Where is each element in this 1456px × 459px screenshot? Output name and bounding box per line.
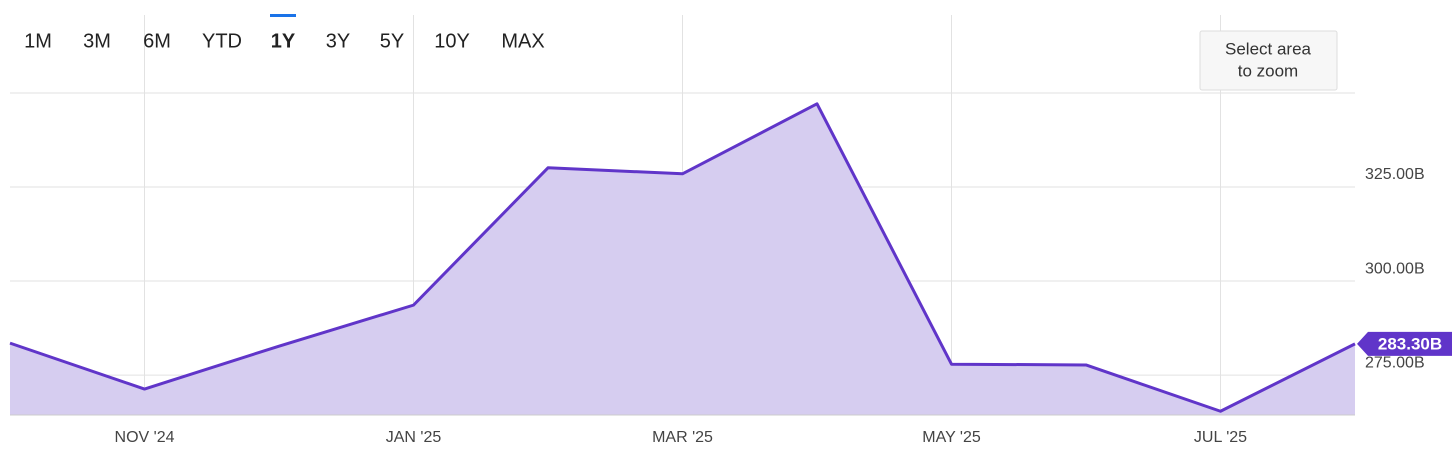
zoom-text[interactable]: to zoom [1238,61,1298,80]
range-button[interactable]: 3Y [326,30,350,52]
range-button: 10Y [434,30,470,52]
range-button[interactable]: 5Y [380,30,404,52]
x-tick-label: MAR '25 [652,429,713,446]
x-tick-label: MAY '25 [922,429,981,446]
last-value-label: 283.30B [1378,334,1442,353]
plot [9,102,1356,415]
range-button[interactable]: 6M [143,30,171,52]
x-tick-label: NOV '24 [115,429,175,446]
range-selected-indicator [270,14,296,17]
range-button[interactable]: 3M [83,30,111,52]
y-tick-label: 275.00B [1365,354,1425,371]
range-button: MAX [501,30,544,52]
y-tick-label: 325.00B [1365,166,1425,183]
area [10,103,1355,415]
range-button[interactable]: 1M [24,30,52,52]
zoom-button-box[interactable] [1199,30,1338,91]
line [9,102,1356,413]
last-value-tag [1357,331,1452,356]
zoom-button[interactable]: Select area to zoom [1199,30,1338,91]
range-button[interactable]: 1Y [271,30,296,52]
zoom-text[interactable]: Select area [1225,39,1312,58]
x-tick-label: JAN '25 [386,429,442,446]
labels: 275.00B 300.00B 325.00B NOV '24 JAN '25 MAR '… [115,166,1425,446]
x-tick-label: JUL '25 [1194,429,1247,446]
range-button[interactable]: YTD [202,30,242,52]
y-tick-label: 300.00B [1365,260,1425,277]
